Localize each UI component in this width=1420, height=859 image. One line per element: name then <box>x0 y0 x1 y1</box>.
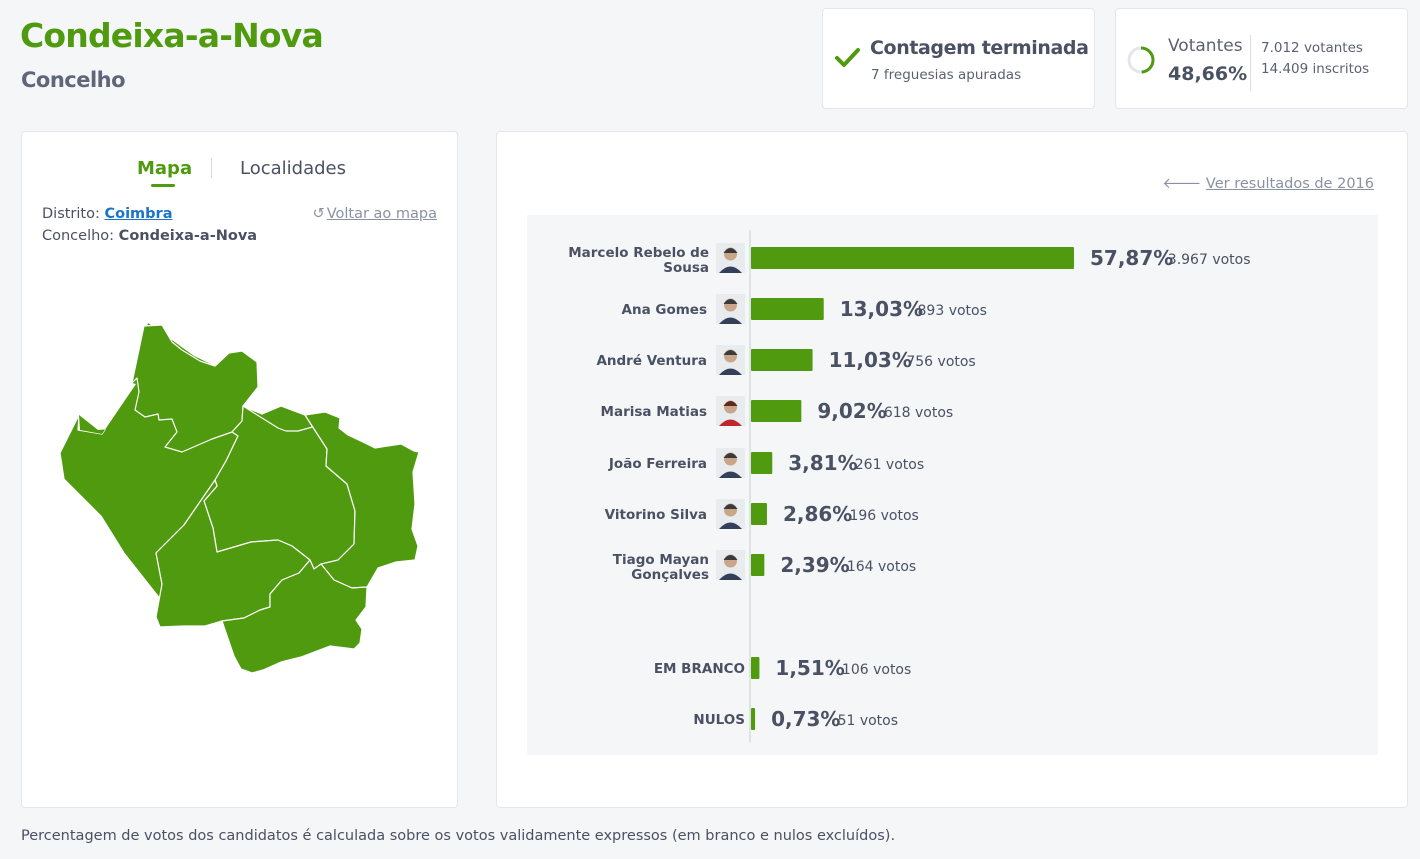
extra-category-name: EM BRANCO <box>654 661 745 677</box>
candidate-avatar <box>716 243 745 273</box>
count-status-title: Contagem terminada <box>870 37 1089 59</box>
candidate-name: Sousa <box>663 260 709 276</box>
result-percent: 3,81% <box>788 451 857 475</box>
extra-result-percent: 1,51% <box>775 656 844 680</box>
map-panel: Mapa Localidades Distrito: Coimbra Conce… <box>21 131 458 808</box>
extra-result-percent: 0,73% <box>771 707 840 731</box>
result-bar <box>751 247 1074 269</box>
candidate-avatar <box>716 499 745 529</box>
candidate-name: João Ferreira <box>608 456 707 472</box>
footnote: Percentagem de votos dos candidatos é ca… <box>21 828 896 844</box>
page-title: Condeixa-a-Nova <box>20 16 324 55</box>
result-votes: 3.967 votos <box>1168 252 1251 268</box>
result-votes: 756 votos <box>906 354 975 370</box>
back-to-map-link[interactable]: ↺ Voltar ao mapa <box>313 206 437 222</box>
result-bar <box>751 554 765 576</box>
tab-localidades[interactable]: Localidades <box>240 158 346 179</box>
results-panel: 🡐 Ver resultados de 2016 Marcelo Rebelo … <box>496 131 1408 808</box>
previous-results-link[interactable]: 🡐 Ver resultados de 2016 <box>1162 175 1374 192</box>
result-bar <box>751 503 767 525</box>
result-bar <box>751 400 802 422</box>
result-votes: 196 votos <box>849 508 918 524</box>
candidate-avatar <box>716 550 745 580</box>
turnout-voters: 7.012 votantes <box>1261 40 1363 56</box>
count-status-card: Contagem terminada 7 freguesias apuradas <box>822 8 1095 109</box>
district-link[interactable]: Coimbra <box>104 206 173 222</box>
district-label: Distrito: <box>42 206 100 222</box>
candidate-name: Gonçalves <box>631 567 709 583</box>
count-status-subtitle: 7 freguesias apuradas <box>871 67 1022 83</box>
county-map[interactable] <box>22 132 459 809</box>
arrow-left-icon: 🡐 <box>1162 176 1202 192</box>
extra-result-bar <box>751 708 756 730</box>
result-percent: 13,03% <box>840 297 923 321</box>
result-votes: 164 votos <box>847 559 916 575</box>
candidate-name: Tiago Mayan <box>613 552 709 568</box>
county-label: Concelho: <box>42 228 115 244</box>
page-subtitle: Concelho <box>21 68 126 92</box>
turnout-percent: 48,66% <box>1168 63 1248 85</box>
previous-results-label: Ver resultados de 2016 <box>1205 176 1374 192</box>
tab-active-indicator <box>151 184 175 187</box>
tab-separator <box>211 158 212 178</box>
turnout-label: Votantes <box>1168 36 1243 56</box>
extra-result-bar <box>751 657 760 679</box>
candidate-name: Ana Gomes <box>622 302 707 318</box>
candidate-avatar <box>716 345 745 375</box>
turnout-registered: 14.409 inscritos <box>1261 61 1370 77</box>
undo-icon: ↺ <box>312 206 325 222</box>
result-percent: 57,87% <box>1090 246 1173 270</box>
result-bar <box>751 452 773 474</box>
result-votes: 261 votos <box>855 457 924 473</box>
candidate-name: Marcelo Rebelo de <box>568 245 709 261</box>
result-bar <box>751 298 824 320</box>
back-to-map-label: Voltar ao mapa <box>326 206 437 222</box>
candidate-avatar <box>716 294 745 324</box>
result-percent: 2,39% <box>780 553 849 577</box>
check-icon <box>835 48 860 67</box>
result-bar <box>751 349 813 371</box>
county-value: Condeixa-a-Nova <box>118 228 258 244</box>
turnout-card: Votantes 48,66% 7.012 votantes 14.409 in… <box>1115 8 1408 109</box>
result-percent: 11,03% <box>829 348 912 372</box>
county-line: Concelho: Condeixa-a-Nova <box>42 228 257 244</box>
extra-result-votes: 106 votos <box>842 662 911 678</box>
turnout-ring-icon <box>1127 46 1155 74</box>
district-line: Distrito: Coimbra <box>42 206 172 222</box>
result-percent: 9,02% <box>817 399 886 423</box>
candidate-name: Vitorino Silva <box>605 507 707 523</box>
results-chart-area <box>527 215 1378 755</box>
result-votes: 618 votos <box>884 405 953 421</box>
turnout-divider <box>1250 35 1251 91</box>
candidate-avatar <box>716 396 745 426</box>
county-map-shape[interactable] <box>59 322 420 674</box>
extra-category-name: NULOS <box>693 712 745 728</box>
result-percent: 2,86% <box>783 502 852 526</box>
tab-mapa[interactable]: Mapa <box>137 158 193 179</box>
candidate-name: Marisa Matias <box>601 404 707 420</box>
candidate-name: André Ventura <box>596 353 707 369</box>
result-votes: 893 votos <box>918 303 987 319</box>
candidate-avatar <box>716 448 745 478</box>
extra-result-votes: 51 votos <box>838 713 898 729</box>
